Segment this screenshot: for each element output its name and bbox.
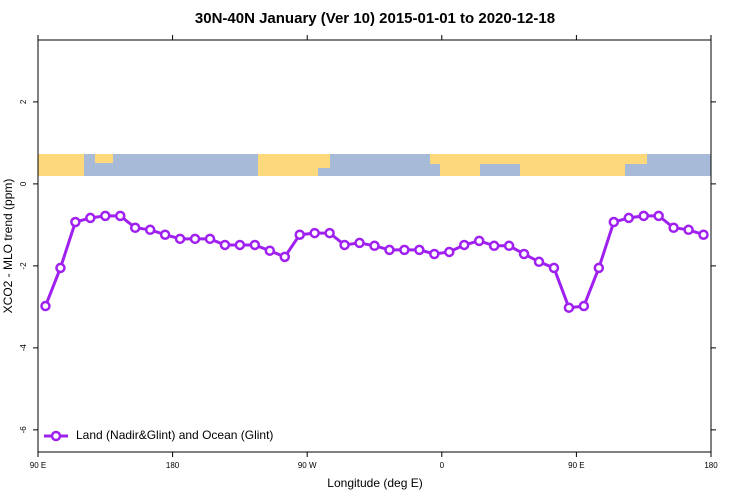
point bbox=[369, 240, 380, 252]
y-tick-label: 0 bbox=[19, 181, 28, 186]
point bbox=[399, 244, 410, 256]
point bbox=[40, 300, 51, 312]
point bbox=[444, 246, 455, 258]
point bbox=[473, 235, 485, 247]
map-strip bbox=[38, 154, 711, 176]
x-tick-label: 180 bbox=[704, 461, 718, 470]
point bbox=[294, 229, 305, 240]
point bbox=[518, 248, 530, 260]
x-axis-label: Longitude (deg E) bbox=[327, 476, 422, 490]
point bbox=[234, 239, 246, 251]
x-tick-label: 90 E bbox=[30, 461, 46, 470]
point bbox=[85, 212, 96, 224]
point bbox=[219, 239, 231, 251]
plot-frame bbox=[37, 39, 712, 453]
point bbox=[144, 224, 156, 236]
point bbox=[309, 227, 320, 239]
point bbox=[100, 210, 111, 222]
point bbox=[189, 233, 201, 245]
point bbox=[563, 302, 575, 313]
point bbox=[324, 227, 335, 239]
point bbox=[414, 244, 425, 256]
y-tick-label: -4 bbox=[19, 344, 28, 352]
point bbox=[698, 229, 709, 240]
point bbox=[638, 210, 649, 222]
point bbox=[623, 212, 634, 224]
point bbox=[159, 229, 171, 240]
point bbox=[70, 216, 81, 228]
point bbox=[593, 262, 605, 274]
point bbox=[533, 256, 545, 268]
point bbox=[503, 240, 515, 252]
point bbox=[429, 248, 440, 260]
point bbox=[488, 240, 500, 252]
point bbox=[578, 300, 590, 312]
point bbox=[279, 251, 291, 263]
x-tick-label: 90 W bbox=[298, 461, 317, 470]
x-tick-label: 90 E bbox=[568, 461, 584, 470]
point bbox=[339, 239, 350, 251]
point bbox=[354, 237, 365, 249]
point bbox=[204, 233, 216, 245]
legend-label: Land (Nadir&Glint) and Ocean (Glint) bbox=[76, 428, 273, 442]
point bbox=[668, 222, 679, 234]
point bbox=[115, 210, 126, 222]
y-tick-label: -6 bbox=[19, 426, 28, 434]
point bbox=[548, 262, 560, 274]
point bbox=[458, 239, 470, 251]
y-tick-label: -2 bbox=[19, 262, 28, 270]
point bbox=[264, 245, 276, 256]
point bbox=[608, 216, 620, 228]
point bbox=[174, 233, 186, 245]
chart-title: 30N-40N January (Ver 10) 2015-01-01 to 2… bbox=[195, 10, 555, 27]
series-line bbox=[44, 214, 704, 310]
point bbox=[653, 210, 664, 222]
y-axis-label: XCO2 - MLO trend (ppm) bbox=[1, 179, 15, 314]
point bbox=[249, 239, 261, 251]
x-tick-label: 180 bbox=[166, 461, 180, 470]
point bbox=[129, 222, 141, 234]
y-tick-label: 2 bbox=[19, 99, 28, 104]
legend-marker bbox=[50, 430, 62, 442]
point bbox=[683, 224, 694, 236]
x-tick-label: 0 bbox=[440, 461, 445, 470]
point bbox=[384, 244, 395, 256]
point bbox=[55, 262, 66, 274]
